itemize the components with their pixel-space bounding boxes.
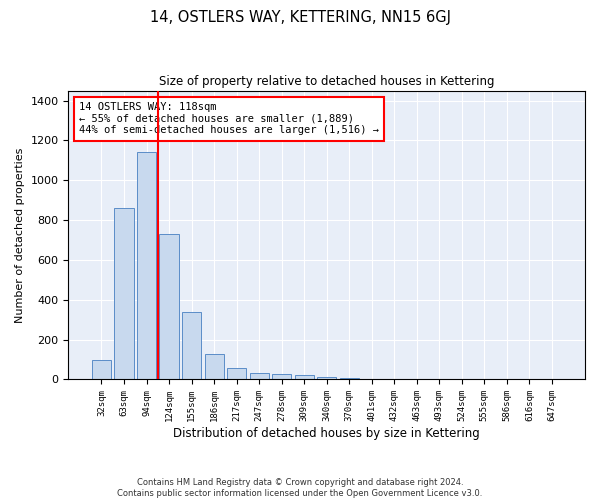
Bar [340, 378, 359, 380]
Bar [250, 374, 269, 380]
Bar [272, 374, 291, 380]
X-axis label: Distribution of detached houses by size in Kettering: Distribution of detached houses by size … [173, 427, 480, 440]
Y-axis label: Number of detached properties: Number of detached properties [15, 148, 25, 322]
Bar [92, 360, 111, 380]
Bar [182, 312, 201, 380]
Bar [205, 354, 224, 380]
Text: 14 OSTLERS WAY: 118sqm
← 55% of detached houses are smaller (1,889)
44% of semi-: 14 OSTLERS WAY: 118sqm ← 55% of detached… [79, 102, 379, 136]
Bar [115, 208, 134, 380]
Bar [160, 234, 179, 380]
Bar [295, 376, 314, 380]
Title: Size of property relative to detached houses in Kettering: Size of property relative to detached ho… [159, 75, 494, 88]
Bar [317, 378, 336, 380]
Text: Contains HM Land Registry data © Crown copyright and database right 2024.
Contai: Contains HM Land Registry data © Crown c… [118, 478, 482, 498]
Text: 14, OSTLERS WAY, KETTERING, NN15 6GJ: 14, OSTLERS WAY, KETTERING, NN15 6GJ [149, 10, 451, 25]
Bar [227, 368, 246, 380]
Bar [137, 152, 156, 380]
